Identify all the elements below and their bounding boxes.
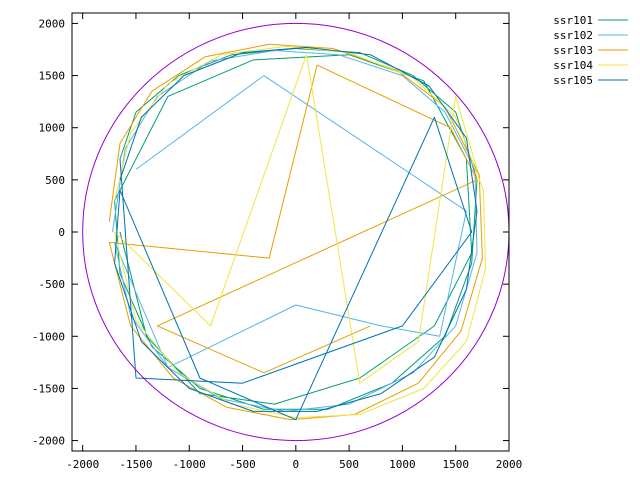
legend-item-ssr105: ssr105 <box>553 74 628 87</box>
y-axis-ticks: -2000 -1500 -1000 -500 0 500 1000 1500 2000 <box>32 17 509 448</box>
series-line-ssr105 <box>114 46 478 421</box>
x-axis-ticks: -2000 -1500 -1000 -500 0 500 1000 1500 2000 <box>66 13 522 471</box>
x-tick-label: 1000 <box>389 458 416 471</box>
y-tick-label: 2000 <box>39 17 66 30</box>
legend-item-ssr101: ssr101 <box>553 14 628 27</box>
legend-item-ssr102: ssr102 <box>553 29 628 42</box>
x-tick-label: -1000 <box>173 458 206 471</box>
y-tick-label: -1500 <box>32 382 65 395</box>
y-tick-label: -1000 <box>32 330 65 343</box>
y-tick-label: -2000 <box>32 435 65 448</box>
x-tick-label: 2000 <box>496 458 523 471</box>
x-tick-label: -2000 <box>66 458 99 471</box>
legend-label: ssr103 <box>553 44 593 57</box>
legend-item-ssr104: ssr104 <box>553 59 628 72</box>
y-tick-label: 0 <box>58 226 65 239</box>
y-tick-label: 500 <box>45 174 65 187</box>
x-tick-label: 1500 <box>442 458 469 471</box>
legend-label: ssr102 <box>553 29 593 42</box>
y-tick-label: 1000 <box>39 122 66 135</box>
series-line-ssr104 <box>114 45 487 419</box>
x-tick-label: 500 <box>339 458 359 471</box>
legend: ssr101 ssr102 ssr103 ssr104 ssr105 <box>553 14 628 87</box>
y-tick-label: -500 <box>39 278 66 291</box>
legend-label: ssr104 <box>553 59 593 72</box>
y-tick-label: 1500 <box>39 70 66 83</box>
x-tick-label: 0 <box>293 458 300 471</box>
x-tick-label: -500 <box>229 458 256 471</box>
legend-label: ssr105 <box>553 74 593 87</box>
legend-label: ssr101 <box>553 14 593 27</box>
legend-item-ssr103: ssr103 <box>553 44 628 57</box>
x-tick-label: -1500 <box>119 458 152 471</box>
series-lines <box>108 43 487 421</box>
